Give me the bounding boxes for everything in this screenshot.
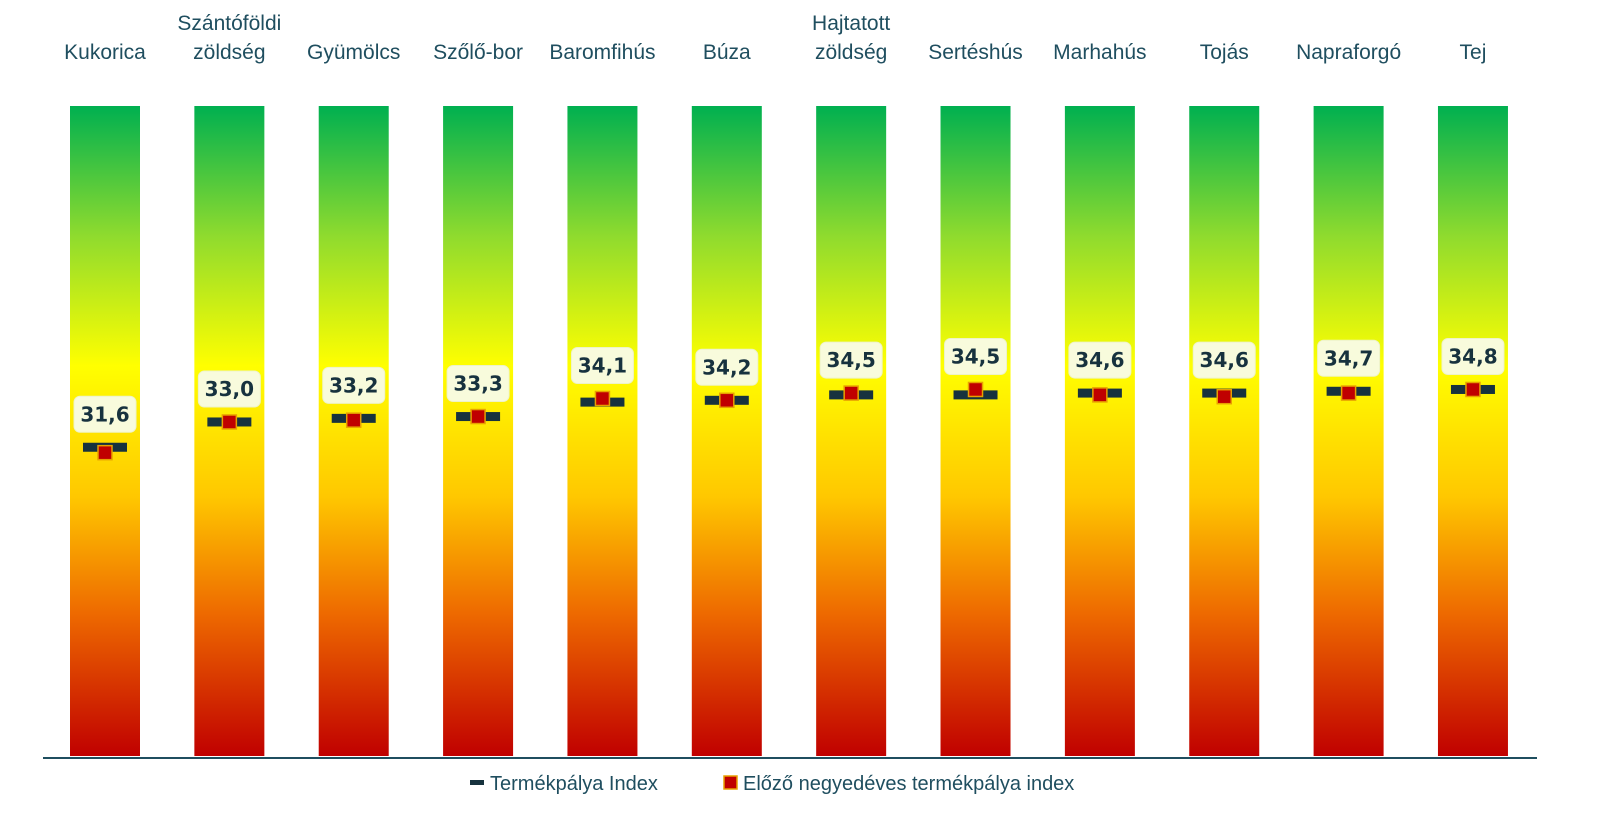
data-label-text: 34,5	[826, 348, 875, 372]
category-label: Tej	[1460, 41, 1487, 64]
data-label-box	[1192, 341, 1256, 379]
gradient-bar	[194, 106, 265, 756]
data-label-text: 34,8	[1448, 344, 1497, 368]
data-label-text: 33,2	[329, 373, 378, 397]
category-label: Búza	[703, 41, 751, 64]
data-label-box	[1317, 339, 1381, 377]
data-label-box	[819, 341, 883, 379]
legend: Termékpálya Index Előző negyedéves termé…	[470, 773, 1074, 795]
data-label: 33,3	[446, 365, 510, 403]
data-label-box	[197, 370, 261, 408]
legend-item-previous[interactable]: Előző negyedéves termékpálya index	[723, 773, 1074, 795]
gradient-bar	[567, 106, 638, 756]
previous-index-marker	[345, 412, 362, 428]
category-label: Tojás	[1200, 41, 1249, 64]
category-labels: Kukorica Szántóföldi zöldség Gyümölcs Szőlő-…	[64, 12, 1486, 64]
data-label-box	[446, 365, 510, 403]
bars-group	[70, 106, 1508, 756]
category-label: Sertéshús	[928, 41, 1023, 64]
category-label: Hajtatott zöldség	[812, 12, 890, 64]
previous-index-marker	[221, 414, 238, 430]
legend-label-current: Termékpálya Index	[490, 773, 658, 795]
previous-index-marker	[1216, 388, 1232, 405]
gradient-bar	[691, 106, 762, 756]
previous-index-marker	[1465, 381, 1481, 398]
data-label: 34,5	[819, 341, 883, 379]
data-label-text: 33,0	[205, 377, 254, 401]
category-label: Baromfihús	[549, 41, 655, 64]
data-label-text: 31,6	[80, 402, 129, 426]
gradient-bar	[443, 106, 514, 756]
data-label-box	[695, 348, 759, 386]
gradient-bar	[318, 106, 389, 756]
data-label-box	[570, 347, 634, 384]
gradient-bar	[1064, 106, 1135, 756]
data-label: 34,2	[695, 348, 759, 386]
data-label-box	[322, 366, 386, 404]
category-label: Szőlő-bor	[433, 41, 523, 64]
previous-index-marker	[470, 408, 486, 425]
category-label: Marhahús	[1053, 41, 1146, 64]
previous-index-marker	[843, 385, 859, 401]
data-label-text: 34,2	[702, 355, 751, 379]
gradient-bar	[1313, 106, 1384, 756]
category-label: Kukorica	[64, 41, 146, 64]
data-label: 34,5	[944, 337, 1008, 375]
gradient-bar	[816, 106, 887, 756]
category-label: Szántóföldi zöldség	[177, 12, 281, 64]
data-label: 34,7	[1317, 339, 1381, 377]
previous-index-marker	[719, 392, 735, 409]
previous-index-marker	[1340, 385, 1357, 401]
category-label: Napraforgó	[1296, 41, 1401, 64]
legend-label-previous: Előző negyedéves termékpálya index	[743, 773, 1074, 795]
data-label-box	[1441, 337, 1505, 375]
gradient-bar	[1437, 106, 1508, 756]
data-label: 34,6	[1068, 341, 1132, 379]
category-label: Gyümölcs	[307, 41, 400, 64]
data-label-text: 34,7	[1324, 346, 1373, 370]
data-label-text: 34,6	[1200, 348, 1249, 372]
markers-group: 31,6 33,0 33,2 33,3 34,1 34,2 34,5 34,5 34,6 34,6…	[73, 337, 1505, 461]
data-label-text: 33,3	[453, 372, 502, 396]
previous-index-marker	[967, 381, 984, 398]
data-label: 33,0	[197, 370, 261, 408]
data-label-box	[944, 337, 1008, 375]
gradient-bar	[1189, 106, 1260, 756]
data-label-text: 34,5	[951, 344, 1000, 368]
previous-index-marker	[594, 390, 611, 407]
legend-item-current[interactable]: Termékpálya Index	[470, 773, 658, 795]
legend-dash-icon	[470, 780, 484, 785]
previous-index-marker	[1092, 387, 1108, 403]
legend-square-icon	[723, 775, 738, 790]
gradient-bar	[940, 106, 1011, 756]
data-label: 33,2	[322, 366, 386, 404]
data-label: 31,6	[73, 395, 137, 433]
data-label: 34,6	[1192, 341, 1256, 379]
previous-index-marker	[97, 444, 113, 461]
data-label: 34,8	[1441, 337, 1505, 375]
data-label-box	[73, 395, 137, 433]
data-label: 34,1	[570, 347, 634, 384]
data-label-text: 34,6	[1075, 348, 1124, 372]
data-label-box	[1068, 341, 1132, 379]
data-label-text: 34,1	[578, 354, 627, 378]
